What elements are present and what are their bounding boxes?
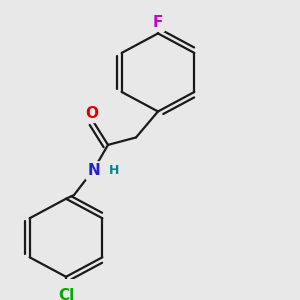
Text: N: N <box>88 164 100 178</box>
Text: Cl: Cl <box>58 288 74 300</box>
Text: F: F <box>153 15 163 30</box>
Text: O: O <box>85 106 98 121</box>
Text: H: H <box>109 164 119 177</box>
